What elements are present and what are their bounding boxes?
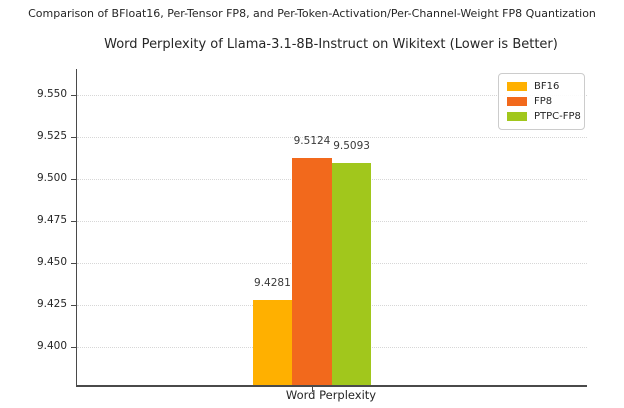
- y-tick-label: 9.550: [36, 88, 67, 101]
- y-tick-mark: [71, 178, 76, 180]
- x-axis-label: Word Perplexity: [285, 388, 377, 402]
- figure-suptitle: Comparison of BFloat16, Per-Tensor FP8, …: [28, 7, 596, 20]
- y-tick-mark: [71, 262, 76, 264]
- legend-label: BF16: [534, 81, 560, 92]
- legend-item: PTPC-FP8: [507, 110, 581, 123]
- legend-item: FP8: [507, 95, 576, 108]
- bar-bf16: [252, 299, 293, 385]
- bar-value-label: 9.5093: [333, 140, 370, 153]
- y-tick-label: 9.525: [36, 130, 67, 143]
- legend-swatch-bf16: [507, 82, 527, 91]
- plot-area: 9.400 9.425 9.450 9.475 9.500 9.525 9.550 9.428…: [37, 69, 587, 392]
- bar-value-label: 9.4281: [254, 276, 291, 289]
- gridline: [77, 94, 587, 96]
- y-tick-mark: [71, 136, 76, 138]
- legend: BF16 FP8 PTPC-FP8: [498, 73, 585, 130]
- y-tick-label: 9.450: [36, 256, 67, 269]
- legend-label: FP8: [534, 96, 553, 107]
- legend-label: PTPC-FP8: [534, 111, 581, 122]
- x-tick-mark: [311, 387, 313, 392]
- legend-swatch-ptpc-fp8: [507, 112, 527, 121]
- y-tick-label: 9.425: [36, 298, 67, 311]
- y-tick-label: 9.475: [36, 214, 67, 227]
- bar-ptpc-fp8: [331, 163, 372, 385]
- y-tick-mark: [71, 346, 76, 348]
- bar-fp8: [292, 158, 332, 385]
- y-tick-mark: [71, 220, 76, 222]
- chart-title: Word Perplexity of Llama-3.1-8B-Instruct…: [104, 37, 558, 52]
- y-tick-label: 9.500: [36, 172, 67, 185]
- legend-swatch-fp8: [507, 97, 527, 106]
- y-tick-mark: [71, 304, 76, 306]
- bar-value-label: 9.5124: [293, 135, 331, 148]
- legend-item: BF16: [507, 80, 576, 93]
- gridline: [77, 136, 587, 138]
- y-tick-label: 9.400: [36, 340, 67, 353]
- y-tick-mark: [71, 94, 76, 96]
